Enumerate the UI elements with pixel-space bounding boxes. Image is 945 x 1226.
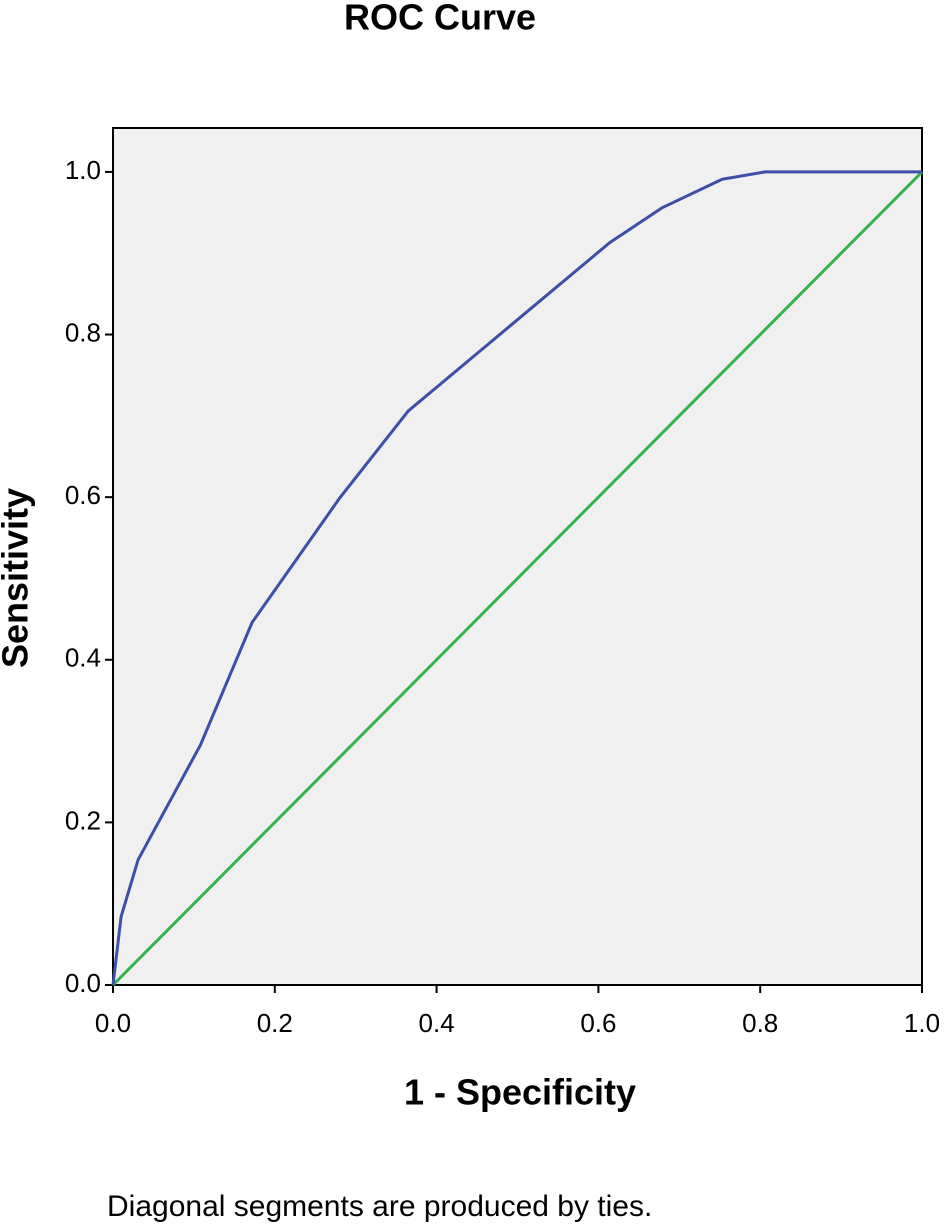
x-tick-label: 0.2 xyxy=(257,1008,293,1038)
y-tick-label: 1.0 xyxy=(65,155,101,185)
x-tick-label: 0.0 xyxy=(95,1008,131,1038)
x-tick-label: 0.4 xyxy=(419,1008,455,1038)
x-tick-label: 0.6 xyxy=(580,1008,616,1038)
x-axis-label: 1 - Specificity xyxy=(404,1072,636,1113)
x-tick-label: 1.0 xyxy=(904,1008,940,1038)
y-tick-label: 0.2 xyxy=(65,805,101,835)
y-axis-label: Sensitivity xyxy=(0,488,36,668)
y-tick-label: 0.0 xyxy=(65,968,101,998)
x-tick-label: 0.8 xyxy=(742,1008,778,1038)
y-tick-label: 0.4 xyxy=(65,643,101,673)
chart-title: ROC Curve xyxy=(344,0,536,38)
footnote: Diagonal segments are produced by ties. xyxy=(107,1190,652,1223)
roc-line xyxy=(111,170,922,986)
y-tick-label: 0.6 xyxy=(65,480,101,510)
plot-area xyxy=(112,127,923,986)
roc-line xyxy=(111,170,924,987)
y-tick-label: 0.8 xyxy=(65,317,101,347)
